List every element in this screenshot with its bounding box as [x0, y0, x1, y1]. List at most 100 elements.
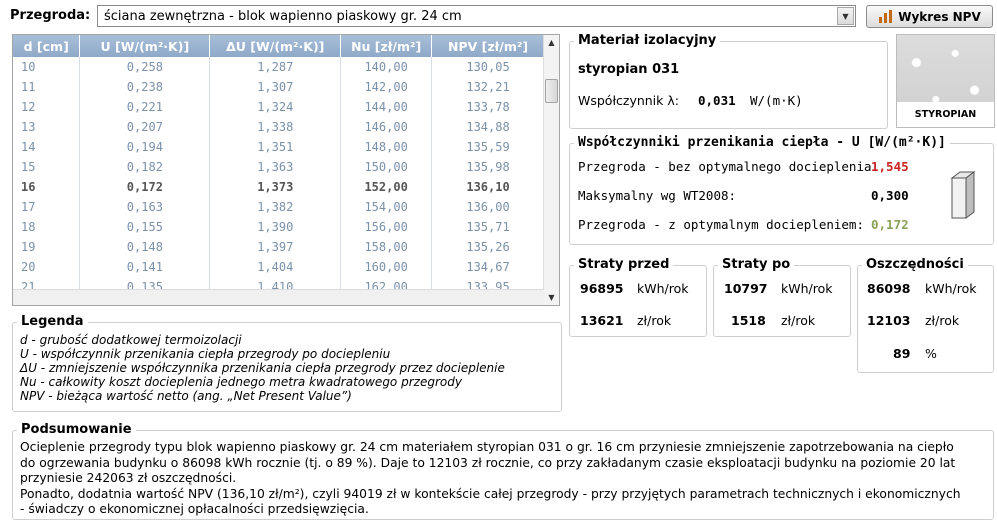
table-cell: 142,00: [340, 77, 433, 97]
material-title: Materiał izolacyjny: [574, 33, 721, 48]
table-cell: 20: [13, 257, 81, 277]
material-name: styropian 031: [578, 62, 680, 77]
table-cell: 0,182: [79, 157, 211, 177]
table-cell: 1,338: [209, 117, 342, 137]
table-cell: 1,324: [209, 97, 342, 117]
u-row-label: Maksymalny wg WT2008:: [578, 188, 737, 203]
table-cell: 134,88: [431, 117, 545, 137]
losses-before-kwh-unit: kWh/rok: [637, 281, 689, 296]
summary-line: Ocieplenie przegrody typu blok wapienno …: [20, 440, 954, 454]
table-row[interactable]: 16 0,172 1,373 152,00 136,10: [13, 177, 545, 197]
u-row-label: Przegroda - z optymalnym dociepleniem:: [578, 217, 864, 232]
savings-percent: 89: [893, 346, 911, 361]
legend-panel: [12, 322, 562, 412]
legend-item: Nu - całkowity koszt docieplenia jednego…: [20, 375, 462, 389]
table-cell: 154,00: [340, 197, 433, 217]
table-cell: 146,00: [340, 117, 433, 137]
table-row[interactable]: 20 0,141 1,404 160,00 134,67: [13, 257, 545, 277]
table-cell: 135,59: [431, 137, 545, 157]
table-cell: 18: [13, 217, 81, 237]
table-cell: 136,00: [431, 197, 545, 217]
savings-kwh: 86098: [867, 281, 911, 296]
table-cell: 0,221: [79, 97, 211, 117]
vertical-scrollbar[interactable]: ▲ ▼: [543, 35, 559, 305]
npv-chart-button[interactable]: Wykres NPV: [866, 5, 993, 28]
table-cell: 0,172: [79, 177, 211, 197]
losses-after-pln-unit: zł/rok: [781, 313, 816, 328]
table-row[interactable]: 14 0,194 1,351 148,00 135,59: [13, 137, 545, 157]
table-cell: 1,404: [209, 257, 342, 277]
material-panel: [569, 41, 888, 129]
table-row[interactable]: 12 0,221 1,324 144,00 133,78: [13, 97, 545, 117]
horizontal-scrollbar[interactable]: [13, 289, 544, 305]
table-cell: 1,382: [209, 197, 342, 217]
table-cell: 1,351: [209, 137, 342, 157]
table-cell: 136,10: [431, 177, 545, 197]
table-cell: 0,148: [79, 237, 211, 257]
table-header-row: d [cm] U [W/(m²·K)] ΔU [W/(m²·K)] Nu [zł/m²…: [13, 35, 545, 57]
table-row[interactable]: 10 0,258 1,287 140,00 130,05: [13, 57, 545, 77]
table-cell: 158,00: [340, 237, 433, 257]
summary-text: Ocieplenie przegrody typu blok wapienno …: [20, 440, 990, 518]
scroll-up-icon[interactable]: ▲: [548, 38, 555, 47]
table-cell: 11: [13, 77, 81, 97]
legend-title: Legenda: [17, 314, 88, 329]
table-cell: 10: [13, 57, 81, 77]
legend-item: U - współczynnik przenikania ciepła prze…: [20, 347, 391, 361]
table-cell: 1,363: [209, 157, 342, 177]
npv-chart-button-label: Wykres NPV: [898, 9, 981, 24]
table-cell: 0,163: [79, 197, 211, 217]
losses-before-title: Straty przed: [574, 257, 674, 272]
table-row[interactable]: 19 0,148 1,397 158,00 135,26: [13, 237, 545, 257]
summary-title: Podsumowanie: [17, 422, 136, 437]
chevron-down-icon[interactable]: ▼: [837, 7, 854, 25]
column-header[interactable]: NPV [zł/m²]: [431, 35, 545, 57]
table-cell: 144,00: [340, 97, 433, 117]
table-cell: 1,390: [209, 217, 342, 237]
summary-panel: [12, 430, 994, 520]
losses-after-title: Straty po: [718, 257, 795, 272]
savings-title: Oszczędności: [862, 257, 968, 272]
losses-before-kwh: 96895: [580, 281, 624, 296]
table-cell: 1,373: [209, 177, 342, 197]
table-cell: 1,287: [209, 57, 342, 77]
losses-before-pln-unit: zł/rok: [637, 313, 672, 328]
table-cell: 152,00: [340, 177, 433, 197]
table-cell: 13: [13, 117, 81, 137]
u-row-label: Przegroda - bez optymalnego docieplenia:: [578, 159, 880, 174]
table-row[interactable]: 18 0,155 1,390 156,00 135,71: [13, 217, 545, 237]
table-cell: 16: [13, 177, 81, 197]
legend-list: d - grubość dodatkowej termoizolacji U -…: [20, 333, 505, 403]
table-cell: 0,258: [79, 57, 211, 77]
table-cell: 12: [13, 97, 81, 117]
column-header[interactable]: U [W/(m²·K)]: [79, 35, 211, 57]
summary-line: - świadczy o ekonomicznej opłacalności p…: [20, 502, 369, 516]
wall-icon: [950, 171, 976, 219]
scroll-thumb[interactable]: [545, 79, 558, 103]
scroll-down-icon[interactable]: ▼: [548, 293, 555, 302]
table-cell: 150,00: [340, 157, 433, 177]
table-cell: 156,00: [340, 217, 433, 237]
savings-percent-unit: %: [925, 346, 937, 361]
table-cell: 0,207: [79, 117, 211, 137]
thickness-table[interactable]: d [cm] U [W/(m²·K)] ΔU [W/(m²·K)] Nu [zł/m²…: [12, 34, 560, 306]
column-header[interactable]: d [cm]: [13, 35, 81, 57]
table-row[interactable]: 13 0,207 1,338 146,00 134,88: [13, 117, 545, 137]
table-cell: 132,21: [431, 77, 545, 97]
losses-after-pln: 1518: [731, 313, 766, 328]
column-header[interactable]: ΔU [W/(m²·K)]: [209, 35, 342, 57]
table-row[interactable]: 17 0,163 1,382 154,00 136,00: [13, 197, 545, 217]
table-cell: 0,155: [79, 217, 211, 237]
table-cell: 0,194: [79, 137, 211, 157]
losses-after-kwh: 10797: [724, 281, 768, 296]
table-cell: 1,397: [209, 237, 342, 257]
legend-item: ΔU - zmniejszenie współczynnika przenika…: [20, 361, 505, 375]
table-row[interactable]: 11 0,238 1,307 142,00 132,21: [13, 77, 545, 97]
table-cell: 17: [13, 197, 81, 217]
column-header[interactable]: Nu [zł/m²]: [340, 35, 433, 57]
table-cell: 130,05: [431, 57, 545, 77]
table-row[interactable]: 15 0,182 1,363 150,00 135,98: [13, 157, 545, 177]
przegroda-select[interactable]: ściana zewnętrzna - blok wapienno piasko…: [97, 5, 856, 27]
table-cell: 1,307: [209, 77, 342, 97]
bar-chart-icon: [878, 9, 894, 24]
